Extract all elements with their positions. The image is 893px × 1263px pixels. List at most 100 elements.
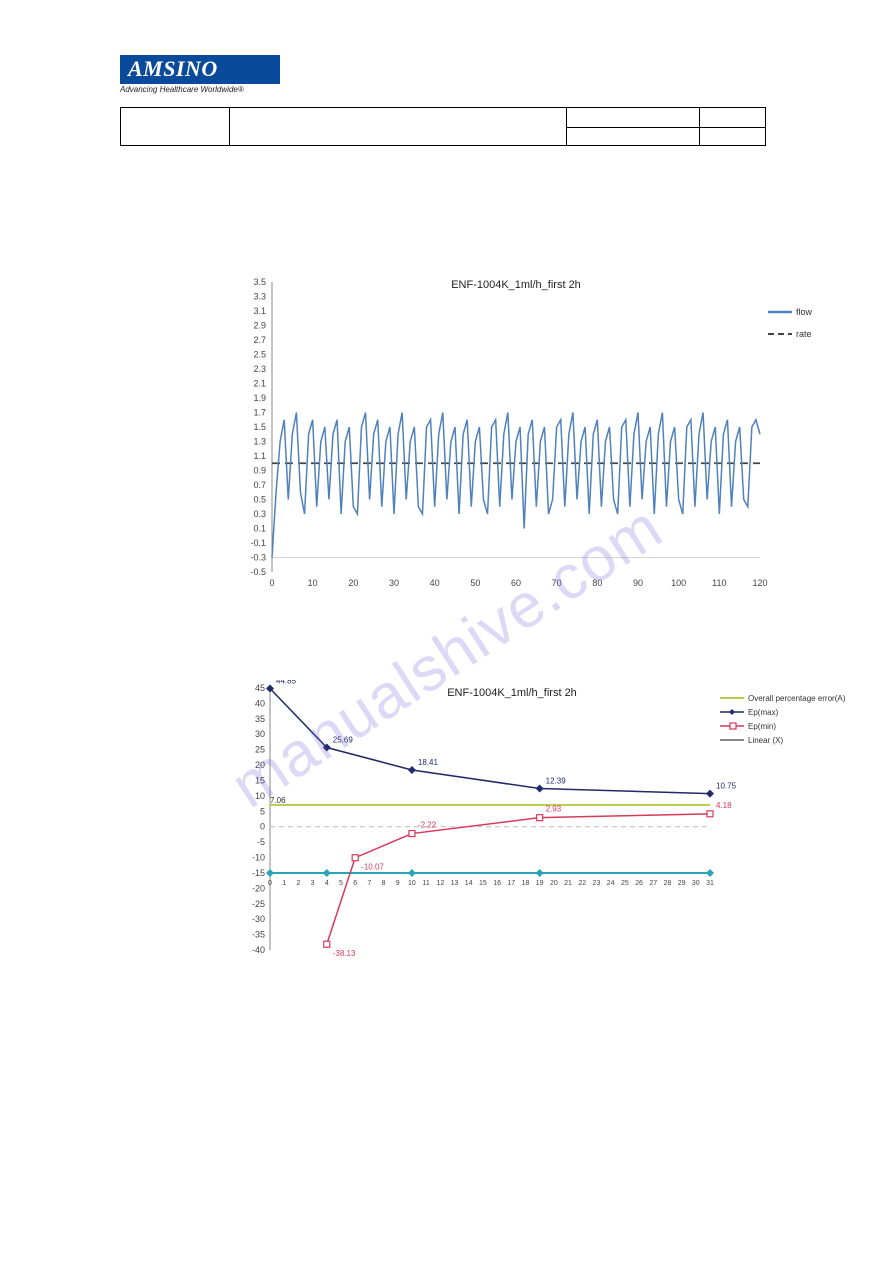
svg-text:25: 25 — [255, 745, 265, 755]
svg-text:10: 10 — [408, 880, 416, 887]
svg-text:12.39: 12.39 — [546, 777, 567, 786]
svg-text:2.5: 2.5 — [253, 350, 266, 360]
svg-text:1: 1 — [282, 880, 286, 887]
svg-text:24: 24 — [607, 880, 615, 887]
svg-text:19: 19 — [536, 880, 544, 887]
trumpet-chart-svg: ENF-1004K_1ml/h_first 2h -40 -35 -30 -25 -20 -… — [230, 680, 860, 960]
svg-text:-30: -30 — [252, 914, 265, 924]
svg-text:30: 30 — [255, 729, 265, 739]
svg-text:14: 14 — [465, 880, 473, 887]
svg-text:3.5: 3.5 — [253, 277, 266, 287]
svg-text:25: 25 — [621, 880, 629, 887]
trumpet-chart: ENF-1004K_1ml/h_first 2h -40 -35 -30 -25 -20 -… — [230, 680, 860, 960]
svg-text:1.7: 1.7 — [253, 408, 266, 418]
svg-text:15: 15 — [479, 880, 487, 887]
svg-text:45: 45 — [255, 683, 265, 693]
svg-text:-38.13: -38.13 — [333, 949, 356, 958]
svg-text:60: 60 — [511, 578, 521, 588]
header-meta-table — [120, 107, 766, 146]
svg-text:0.9: 0.9 — [253, 466, 266, 476]
svg-text:18: 18 — [522, 880, 530, 887]
svg-text:0.5: 0.5 — [253, 495, 266, 505]
svg-text:-10.07: -10.07 — [361, 863, 384, 872]
svg-text:18.41: 18.41 — [418, 758, 439, 767]
svg-text:40: 40 — [255, 698, 265, 708]
svg-text:30: 30 — [692, 880, 700, 887]
svg-text:50: 50 — [470, 578, 480, 588]
svg-text:15: 15 — [255, 775, 265, 785]
svg-text:1.3: 1.3 — [253, 437, 266, 447]
svg-text:2.1: 2.1 — [253, 379, 266, 389]
svg-text:35: 35 — [255, 714, 265, 724]
svg-text:-20: -20 — [252, 883, 265, 893]
svg-text:100: 100 — [671, 578, 686, 588]
svg-text:23: 23 — [593, 880, 601, 887]
svg-text:29: 29 — [678, 880, 686, 887]
svg-text:120: 120 — [752, 578, 767, 588]
svg-text:2.9: 2.9 — [253, 321, 266, 331]
meta-cell — [121, 108, 230, 146]
svg-text:25.69: 25.69 — [333, 736, 354, 745]
svg-text:70: 70 — [552, 578, 562, 588]
svg-text:6: 6 — [353, 880, 357, 887]
svg-text:0.1: 0.1 — [253, 524, 266, 534]
flow-chart: ENF-1004K_1ml/h_first 2h-0.5-0.3-0.10.10… — [230, 272, 830, 592]
flow-chart-svg: ENF-1004K_1ml/h_first 2h-0.5-0.3-0.10.10… — [230, 272, 830, 592]
svg-text:28: 28 — [664, 880, 672, 887]
svg-text:9: 9 — [396, 880, 400, 887]
svg-text:21: 21 — [564, 880, 572, 887]
svg-text:0: 0 — [260, 822, 265, 832]
svg-text:7: 7 — [367, 880, 371, 887]
svg-text:5: 5 — [260, 806, 265, 816]
svg-text:5: 5 — [339, 880, 343, 887]
svg-text:Ep(min): Ep(min) — [748, 722, 776, 731]
svg-text:90: 90 — [633, 578, 643, 588]
svg-text:0: 0 — [268, 880, 272, 887]
svg-text:8: 8 — [382, 880, 386, 887]
meta-cell — [567, 128, 700, 146]
svg-text:-2.22: -2.22 — [418, 821, 437, 830]
svg-text:31: 31 — [706, 880, 714, 887]
svg-text:27: 27 — [649, 880, 657, 887]
svg-text:-35: -35 — [252, 930, 265, 940]
svg-text:10: 10 — [255, 791, 265, 801]
svg-text:2.7: 2.7 — [253, 335, 266, 345]
logo-block: AMSINO Advancing Healthcare Worldwide® — [120, 55, 280, 94]
svg-text:ENF-1004K_1ml/h_first 2h: ENF-1004K_1ml/h_first 2h — [451, 279, 581, 291]
svg-text:20: 20 — [348, 578, 358, 588]
svg-text:ENF-1004K_1ml/h_first 2h: ENF-1004K_1ml/h_first 2h — [447, 687, 577, 699]
svg-text:0: 0 — [269, 578, 274, 588]
svg-text:0.7: 0.7 — [253, 480, 266, 490]
svg-text:110: 110 — [712, 578, 726, 588]
svg-text:flow: flow — [796, 307, 813, 317]
svg-text:1.1: 1.1 — [253, 451, 266, 461]
svg-text:11: 11 — [422, 880, 429, 887]
svg-text:2.3: 2.3 — [253, 364, 266, 374]
svg-text:-0.5: -0.5 — [250, 567, 266, 577]
svg-text:12: 12 — [436, 880, 444, 887]
svg-text:17: 17 — [507, 880, 515, 887]
meta-cell — [699, 108, 765, 128]
svg-text:13: 13 — [451, 880, 459, 887]
meta-cell — [567, 108, 700, 128]
svg-text:-40: -40 — [252, 945, 265, 955]
svg-text:20: 20 — [255, 760, 265, 770]
svg-text:-10: -10 — [252, 853, 265, 863]
svg-text:-15: -15 — [252, 868, 265, 878]
meta-cell — [699, 128, 765, 146]
page-container: AMSINO Advancing Healthcare Worldwide® E… — [0, 0, 893, 1263]
svg-text:10.75: 10.75 — [716, 782, 737, 791]
svg-text:0.3: 0.3 — [253, 509, 266, 519]
meta-cell — [229, 108, 567, 146]
svg-text:7.06: 7.06 — [270, 796, 286, 805]
svg-text:rate: rate — [796, 329, 812, 339]
svg-text:-0.1: -0.1 — [250, 538, 266, 548]
svg-text:20: 20 — [550, 880, 558, 887]
svg-text:3.3: 3.3 — [253, 292, 266, 302]
svg-text:2: 2 — [296, 880, 300, 887]
logo-name: AMSINO — [120, 55, 280, 84]
svg-text:44.85: 44.85 — [276, 680, 297, 685]
svg-text:-5: -5 — [257, 837, 265, 847]
svg-text:40: 40 — [430, 578, 440, 588]
svg-text:-25: -25 — [252, 899, 265, 909]
